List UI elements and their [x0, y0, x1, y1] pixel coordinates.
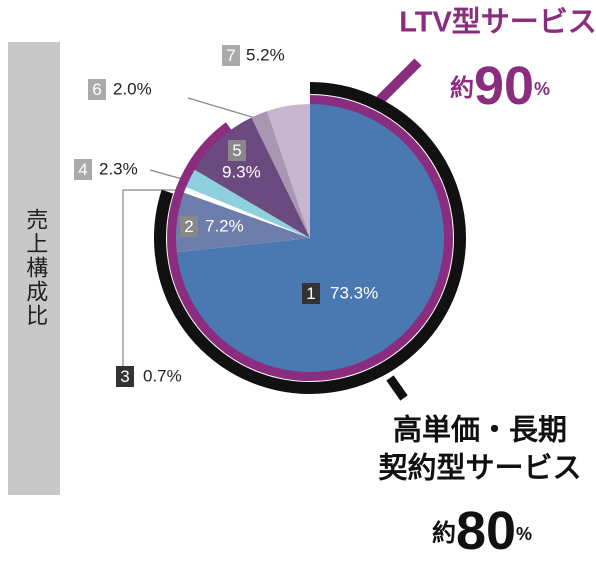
- pie-slice: [194, 117, 310, 238]
- value-label: 73.3%: [330, 283, 378, 302]
- label-box: [116, 366, 134, 387]
- label-box: [74, 159, 92, 180]
- value-label: 0.7%: [143, 366, 182, 385]
- axis-label: 売上構成比: [23, 208, 48, 328]
- category-label: 5: [232, 141, 241, 160]
- label-box: [88, 79, 106, 100]
- category-label: 3: [120, 367, 129, 386]
- pie-slice: [251, 111, 310, 238]
- annotation-prefix: 約: [450, 74, 474, 102]
- category-label: 7: [226, 46, 235, 65]
- annotation-number: 80: [456, 501, 516, 561]
- axis-band: [8, 42, 60, 495]
- value-label: 7.2%: [205, 216, 244, 235]
- pie-slice: [183, 187, 310, 238]
- category-label: 1: [306, 284, 315, 303]
- pie-slice: [176, 192, 310, 253]
- ring-tick: [376, 58, 422, 104]
- category-label: 6: [92, 80, 101, 99]
- leader-line: [187, 97, 263, 121]
- leader-line: [122, 189, 187, 368]
- category-label: 2: [184, 217, 193, 236]
- ring-arc: [167, 95, 453, 381]
- value-label: 2.0%: [113, 79, 152, 98]
- label-box: [302, 283, 320, 304]
- annotation-title: 契約型サービス: [378, 451, 581, 485]
- annotation-title: LTV型サービス: [399, 6, 596, 39]
- annotation-number: 90: [474, 56, 534, 116]
- annotation-value: 約80%: [432, 501, 532, 561]
- value-label: 5.2%: [246, 45, 285, 64]
- label-box: [222, 45, 240, 66]
- category-label: 4: [78, 160, 87, 179]
- ring-arc: [154, 82, 466, 394]
- pie-slice: [176, 104, 445, 372]
- annotation-unit: %: [534, 79, 550, 99]
- pie-slice: [266, 104, 310, 238]
- value-label: 2.3%: [99, 159, 138, 178]
- annotation-unit: %: [516, 524, 532, 544]
- annotation-value: 約90%: [450, 56, 550, 116]
- label-box: [228, 140, 246, 161]
- ring-tick: [386, 375, 408, 401]
- value-label: 9.3%: [222, 162, 261, 181]
- annotation-title: 高単価・長期: [393, 414, 567, 447]
- annotation-prefix: 約: [432, 519, 456, 547]
- label-box: [180, 216, 198, 237]
- pie-slice: [186, 169, 310, 238]
